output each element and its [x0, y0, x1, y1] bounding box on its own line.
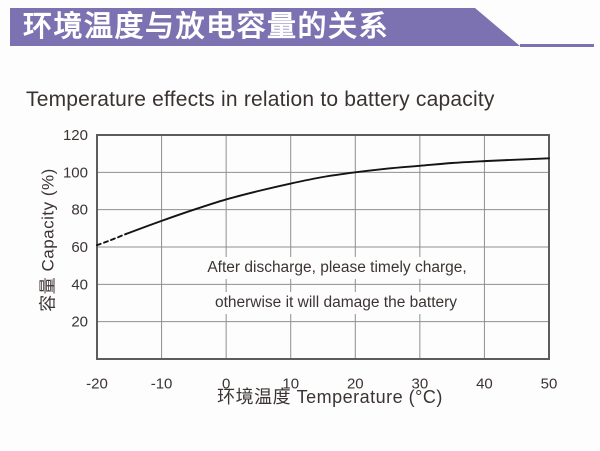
- header-banner: 环境温度与放电容量的关系: [10, 8, 520, 46]
- x-tick-label: 30: [412, 375, 429, 392]
- y-tick-label: 40: [71, 276, 88, 293]
- x-tick-label: 50: [541, 375, 558, 392]
- x-tick-label: -10: [151, 375, 173, 392]
- header-banner-underline: [520, 44, 594, 47]
- y-tick-label: 20: [71, 314, 88, 331]
- x-tick-label: 20: [347, 375, 364, 392]
- annotation-line-2: otherwise it will damage the battery: [207, 292, 465, 314]
- y-tick-label: 100: [63, 164, 88, 181]
- y-tick-label: 80: [71, 202, 88, 219]
- x-tick-label: -20: [86, 375, 108, 392]
- y-tick-label: 120: [63, 127, 88, 144]
- y-tick-label: 60: [71, 239, 88, 256]
- annotation-line-1: After discharge, please timely charge,: [200, 257, 474, 279]
- y-axis-label: 容量 Capacity (%): [38, 168, 58, 312]
- x-tick-label: 0: [222, 375, 230, 392]
- x-tick-label: 10: [282, 375, 299, 392]
- x-tick-label: 40: [476, 375, 493, 392]
- curve-capacity-extrapolated: [96, 232, 128, 247]
- x-axis-label: 环境温度 Temperature (°C): [217, 387, 443, 407]
- chart-title: Temperature effects in relation to batte…: [26, 88, 495, 111]
- curve-capacity: [125, 157, 550, 235]
- plot-border: [96, 134, 550, 360]
- header-banner-title: 环境温度与放电容量的关系: [23, 11, 390, 43]
